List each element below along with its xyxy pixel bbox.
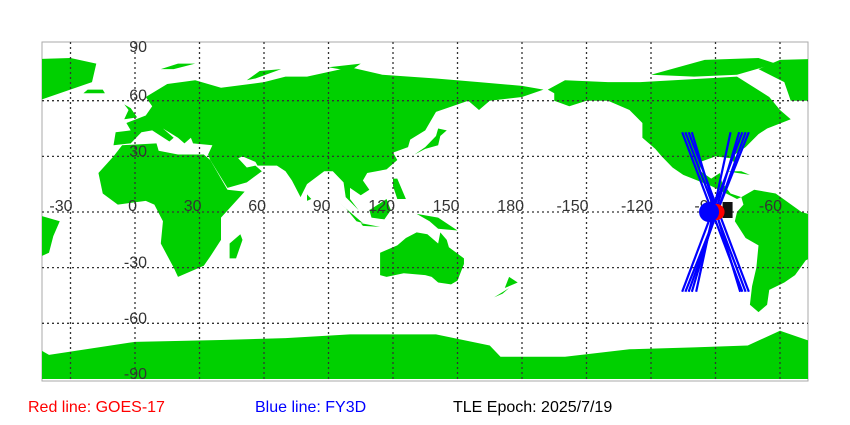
goes17-label-box xyxy=(722,202,733,218)
java xyxy=(360,223,381,227)
longitude-label: -150 xyxy=(556,198,588,215)
antarctica xyxy=(42,330,808,379)
latitude-label: -30 xyxy=(124,255,147,272)
fy3d-position-marker xyxy=(699,202,720,222)
south-america xyxy=(42,216,60,256)
new-zealand-n xyxy=(504,276,518,289)
borneo xyxy=(369,199,391,220)
grid-labels: -30 0 30 60 90 120 150 180 -150 -120 -90 -60 90 60 30 -… xyxy=(49,39,782,383)
graticule xyxy=(42,42,808,381)
new-guinea xyxy=(416,213,458,231)
legend-goes17: Red line: GOES-17 xyxy=(28,399,165,416)
legend-tle-epoch: TLE Epoch: 2025/7/19 xyxy=(453,399,613,416)
canada-islands xyxy=(651,58,776,77)
longitude-label: -120 xyxy=(621,198,653,215)
satellite-markers xyxy=(699,202,733,222)
severnaya xyxy=(328,63,361,72)
latitude-label: 60 xyxy=(129,88,147,105)
uk xyxy=(124,104,138,120)
longitude-label: 150 xyxy=(433,198,460,215)
svalbard xyxy=(160,63,196,70)
longitude-label: -60 xyxy=(759,198,782,215)
longitude-label: 60 xyxy=(248,198,266,215)
north-america xyxy=(547,76,791,200)
philippines xyxy=(393,178,406,200)
iceland xyxy=(83,89,105,94)
longitude-label: -30 xyxy=(49,198,72,215)
latitude-label: 90 xyxy=(129,39,147,56)
canada-islands xyxy=(0,58,2,77)
antarctica xyxy=(42,354,49,379)
sri-lanka xyxy=(307,194,312,201)
longitude-label: 0 xyxy=(128,198,137,215)
australia xyxy=(380,232,464,285)
novaya-zemlya xyxy=(246,69,282,81)
madagascar xyxy=(229,234,243,259)
south-america xyxy=(734,189,808,313)
north-america xyxy=(0,77,17,199)
africa xyxy=(98,143,245,277)
legend-fy3d: Blue line: FY3D xyxy=(255,399,367,416)
latitude-label: -60 xyxy=(124,310,147,327)
latitude-label: 30 xyxy=(129,143,147,160)
longitude-label: 30 xyxy=(184,198,202,215)
new-zealand-s xyxy=(494,288,510,298)
greenland xyxy=(42,58,97,100)
longitude-label: 180 xyxy=(497,198,524,215)
antarctica xyxy=(780,330,808,379)
longitude-label: 90 xyxy=(313,198,331,215)
latitude-label: -90 xyxy=(124,366,147,383)
japan xyxy=(414,128,447,155)
longitude-label: 120 xyxy=(368,198,395,215)
greenland xyxy=(758,59,808,101)
